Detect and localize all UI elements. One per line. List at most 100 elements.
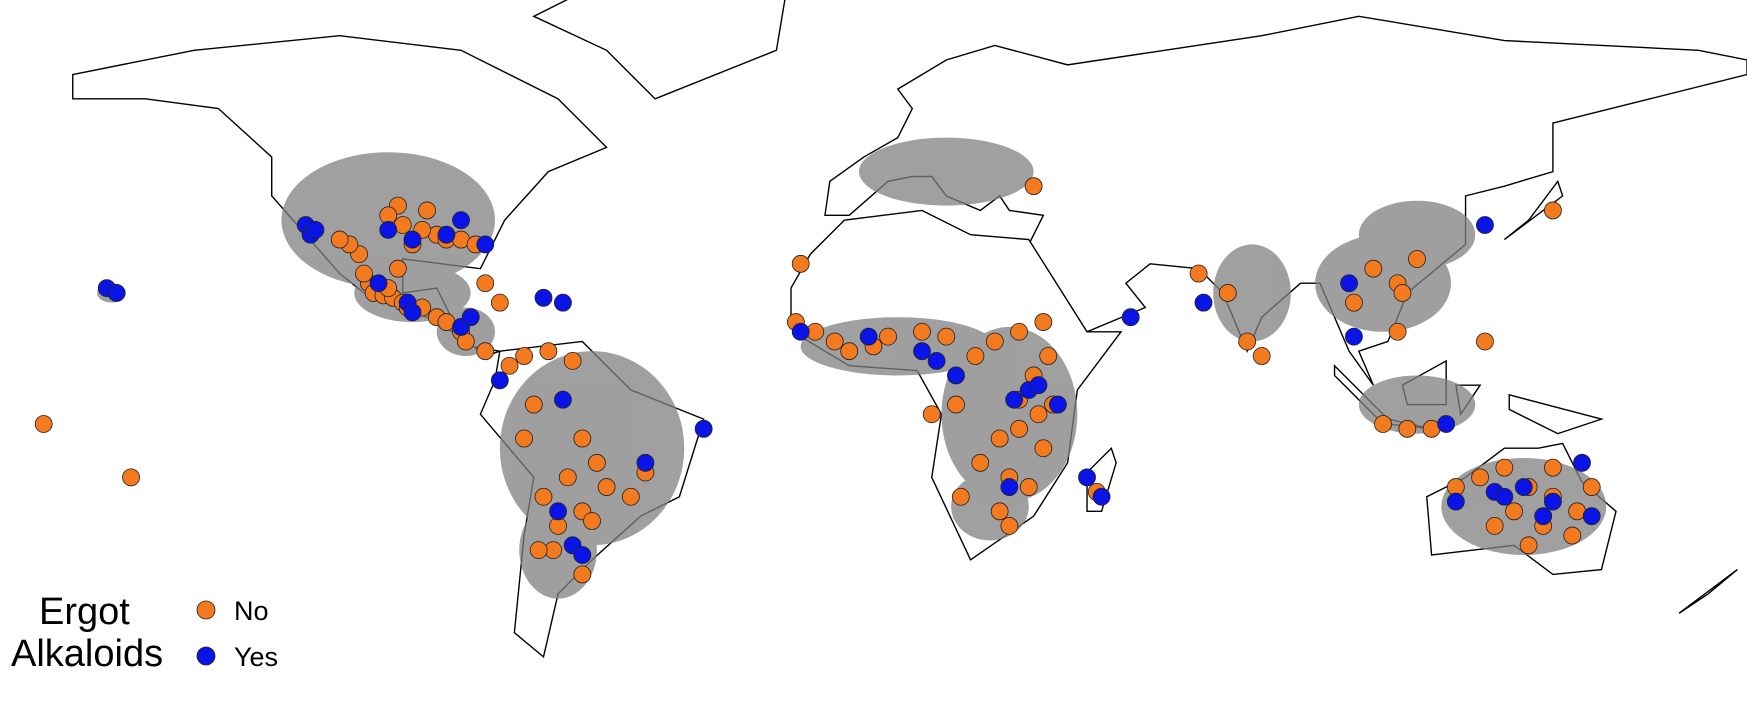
point	[791, 254, 810, 273]
point	[107, 284, 126, 302]
point	[452, 211, 470, 230]
legend-marker	[196, 646, 216, 666]
point	[1471, 468, 1489, 487]
point	[1029, 405, 1048, 424]
point	[1194, 293, 1213, 312]
point	[1000, 516, 1019, 535]
point	[840, 342, 859, 361]
point	[1024, 177, 1043, 196]
point	[1039, 347, 1058, 365]
point	[1437, 415, 1456, 433]
point	[927, 351, 946, 370]
point	[1029, 376, 1048, 395]
legend-title: Ergot	[39, 591, 130, 633]
point	[1364, 259, 1383, 278]
point	[1252, 347, 1271, 365]
point	[791, 322, 810, 341]
point	[534, 487, 553, 506]
legend-marker	[196, 600, 216, 620]
legend-title: Alkaloids	[11, 633, 163, 675]
point	[534, 288, 553, 307]
point	[476, 235, 495, 254]
point	[476, 342, 495, 361]
point	[587, 453, 606, 472]
point	[490, 293, 509, 312]
point	[583, 512, 601, 530]
point	[461, 308, 480, 327]
point	[1485, 516, 1504, 535]
point	[403, 230, 422, 249]
point	[1495, 487, 1514, 506]
point	[1078, 468, 1096, 487]
point	[437, 225, 456, 244]
point	[403, 303, 422, 322]
legend: Ergot Alkaloids No Yes	[11, 591, 278, 675]
point	[1121, 308, 1140, 327]
point	[1388, 322, 1407, 341]
point	[1543, 458, 1562, 477]
point	[34, 415, 53, 433]
point	[1019, 478, 1038, 496]
point	[1514, 478, 1533, 496]
point	[558, 468, 577, 487]
point	[1534, 507, 1553, 526]
point	[1543, 201, 1562, 220]
point	[1034, 439, 1053, 458]
point	[1582, 478, 1601, 496]
point	[1495, 458, 1514, 477]
point	[1408, 250, 1426, 268]
point	[879, 327, 897, 346]
point	[990, 502, 1009, 521]
point	[1340, 274, 1358, 293]
point	[573, 429, 592, 448]
point	[515, 347, 533, 365]
point	[1049, 395, 1067, 414]
point	[1543, 492, 1562, 511]
point	[1034, 313, 1053, 331]
point	[1218, 284, 1237, 302]
point	[554, 293, 572, 312]
point	[1563, 526, 1582, 545]
point	[1189, 264, 1208, 283]
point	[937, 327, 956, 346]
point	[1010, 322, 1028, 341]
point	[1238, 332, 1257, 351]
eurasia	[825, 16, 1747, 385]
point	[597, 478, 616, 496]
point	[379, 220, 398, 239]
point	[1505, 502, 1523, 521]
point	[529, 541, 548, 560]
legend-label: Yes	[234, 642, 278, 672]
point	[539, 342, 558, 361]
greenland	[534, 0, 786, 99]
point	[1092, 487, 1111, 506]
point	[1582, 507, 1601, 526]
point	[985, 332, 1004, 351]
legend-label: No	[234, 596, 269, 626]
point	[913, 322, 931, 341]
point	[621, 487, 640, 506]
point	[306, 220, 325, 239]
point	[825, 332, 844, 351]
point	[966, 347, 985, 365]
point	[971, 453, 990, 472]
point	[1476, 216, 1494, 234]
points	[34, 177, 1601, 584]
point	[1345, 293, 1363, 312]
point	[859, 327, 878, 346]
point	[951, 487, 970, 506]
point	[355, 264, 373, 283]
point	[389, 259, 407, 278]
point	[549, 502, 567, 521]
point	[1345, 327, 1363, 346]
point	[1005, 390, 1024, 409]
point	[694, 419, 713, 438]
point	[563, 351, 582, 370]
point	[990, 429, 1009, 448]
point	[913, 342, 931, 361]
point	[1000, 478, 1019, 496]
point	[418, 201, 436, 220]
point	[330, 230, 349, 249]
